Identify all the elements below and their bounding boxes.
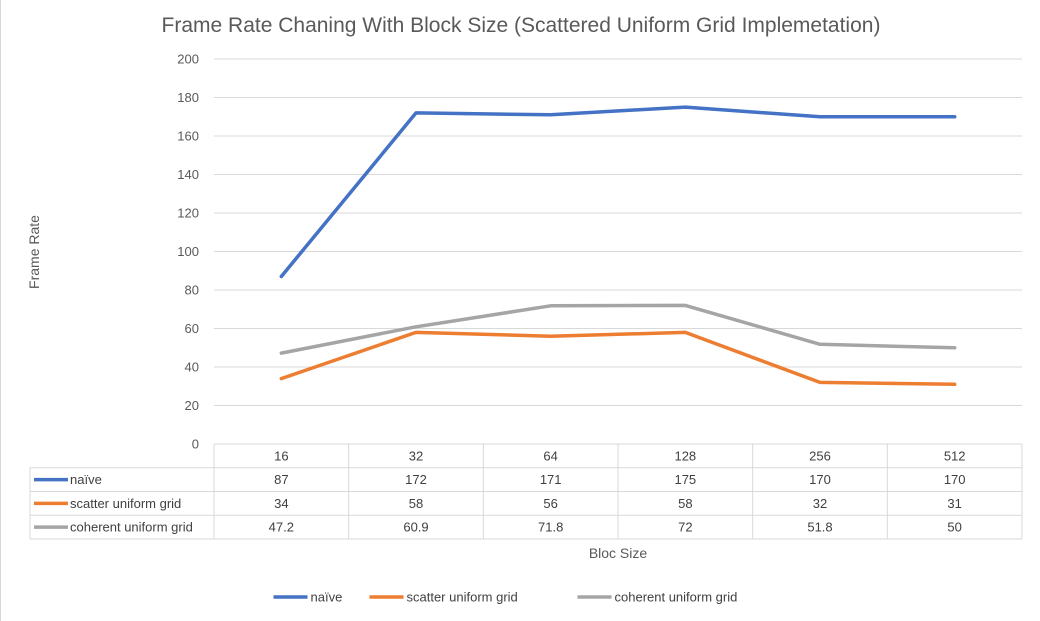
table-value: 172 — [405, 472, 427, 487]
y-tick-label: 200 — [177, 52, 199, 67]
y-axis-title: Frame Rate — [26, 215, 42, 289]
series-lines — [279, 105, 957, 387]
x-axis-title: Bloc Size — [589, 545, 648, 561]
x-tick-label: 128 — [674, 448, 696, 463]
x-tick-label: 256 — [809, 448, 831, 463]
gridlines — [214, 58, 1022, 406]
x-tick-label: 16 — [274, 448, 288, 463]
table-value: 87 — [274, 472, 288, 487]
table-series-name: coherent uniform grid — [70, 520, 193, 535]
y-tick-label: 180 — [177, 90, 199, 105]
legend-label: naïve — [311, 590, 343, 605]
table-series-name: scatter uniform grid — [70, 496, 181, 511]
table-value: 50 — [947, 520, 961, 535]
table-value: 47.2 — [269, 520, 294, 535]
table-value: 58 — [678, 496, 692, 511]
x-tick-label: 64 — [543, 448, 557, 463]
y-tick-label: 20 — [185, 398, 199, 413]
table-value: 34 — [274, 496, 288, 511]
table-value: 72 — [678, 520, 692, 535]
table-value: 60.9 — [403, 520, 428, 535]
table-value: 170 — [944, 472, 966, 487]
table-value: 71.8 — [538, 520, 563, 535]
y-tick-label: 0 — [192, 437, 199, 452]
series-line-naïve — [279, 105, 957, 279]
data-table: 16 32 64 128 256 512 naïve 87 172 171 175 170 170 sca… — [29, 443, 1023, 540]
legend-label: scatter uniform grid — [407, 590, 518, 605]
table-value: 175 — [674, 472, 696, 487]
y-tick-label: 140 — [177, 167, 199, 182]
table-series-name: naïve — [70, 472, 102, 487]
table-value: 170 — [809, 472, 831, 487]
y-tick-label: 120 — [177, 206, 199, 221]
table-value: 171 — [540, 472, 562, 487]
y-tick-label: 60 — [185, 321, 199, 336]
x-tick-label: 32 — [409, 448, 423, 463]
table-value: 31 — [947, 496, 961, 511]
legend: naïve scatter uniform grid coherent unifor… — [273, 590, 738, 605]
table-value: 32 — [813, 496, 827, 511]
table-value: 58 — [409, 496, 423, 511]
y-axis-ticks: 0 20 40 60 80 100 120 140 160 180 200 — [177, 52, 199, 452]
legend-label: coherent uniform grid — [615, 590, 738, 605]
y-tick-label: 160 — [177, 129, 199, 144]
table-value: 56 — [543, 496, 557, 511]
table-value: 51.8 — [807, 520, 832, 535]
y-tick-label: 80 — [185, 283, 199, 298]
x-tick-label: 512 — [944, 448, 966, 463]
y-tick-label: 100 — [177, 244, 199, 259]
series-line-coherent-uniform-grid — [279, 303, 957, 355]
series-line-scatter-uniform-grid — [279, 330, 957, 387]
chart-title: Frame Rate Chaning With Block Size (Scat… — [162, 14, 881, 37]
y-tick-label: 40 — [185, 360, 199, 375]
